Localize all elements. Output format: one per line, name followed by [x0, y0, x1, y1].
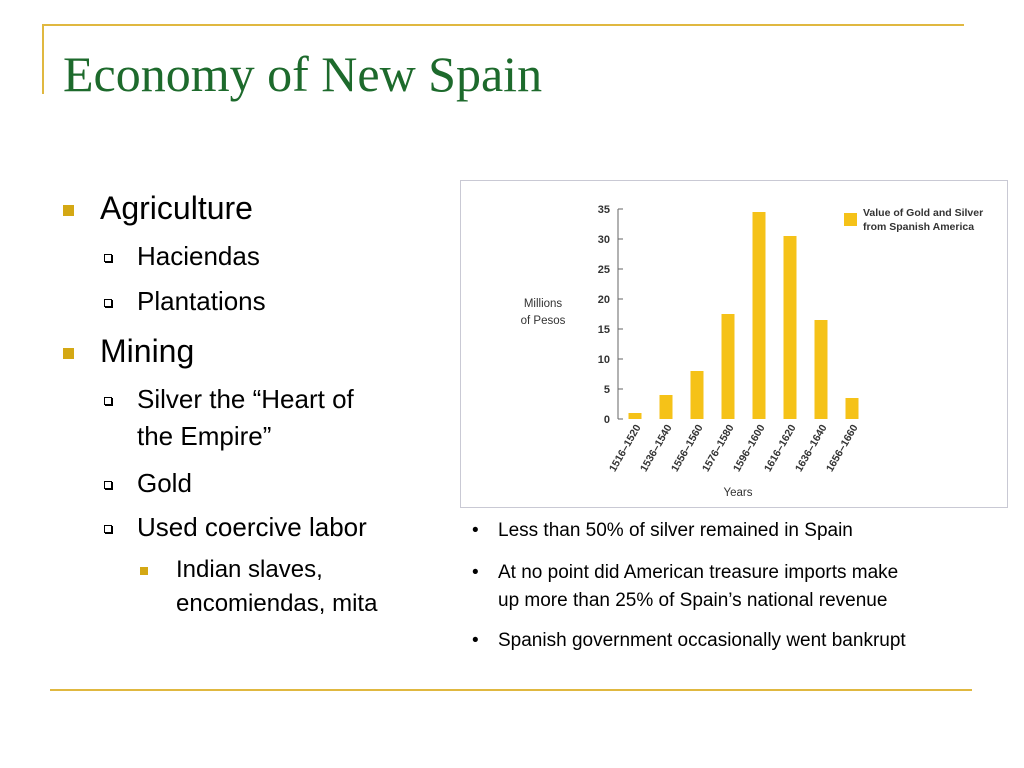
bullet-text: Mining	[100, 333, 195, 369]
square-bullet-icon	[140, 567, 148, 575]
bullet-dot-icon: •	[472, 630, 479, 651]
frame-bottom-rule	[50, 689, 972, 691]
subbullet-text: Used coercive labor	[137, 512, 367, 542]
bar-chart: 051015202530351516–15201536–15401556–156…	[521, 204, 984, 499]
subbullet-text: the Empire”	[137, 421, 272, 451]
y-tick-label: 0	[604, 414, 610, 426]
square-bullet-icon	[63, 348, 74, 359]
subsubbullet-text: encomiendas, mita	[176, 590, 378, 617]
note-text: up more than 25% of Spain’s national rev…	[498, 590, 888, 611]
note-text: Spanish government occasionally went ban…	[498, 630, 906, 651]
hollow-square-bullet-icon	[104, 254, 112, 262]
bullet-dot-icon: •	[472, 562, 479, 583]
subbullet-text: Silver the “Heart of	[137, 384, 354, 414]
hollow-square-bullet-icon	[104, 481, 112, 489]
hollow-square-bullet-icon	[104, 299, 112, 307]
legend-label: Value of Gold and Silver	[863, 207, 983, 219]
square-bullet-icon	[63, 205, 74, 216]
hollow-square-bullet-icon	[104, 397, 112, 405]
legend-label: from Spanish America	[863, 221, 974, 233]
bar	[845, 398, 859, 419]
bar	[628, 413, 642, 419]
x-tick-label: 1656–1660	[824, 422, 861, 474]
y-axis-title: of Pesos	[521, 315, 566, 327]
y-tick-label: 15	[598, 324, 610, 336]
bar	[814, 320, 828, 419]
bar	[690, 371, 704, 419]
y-tick-label: 5	[604, 384, 610, 396]
frame-left-rule	[42, 24, 44, 94]
note-text: Less than 50% of silver remained in Spai…	[498, 520, 853, 541]
y-tick-label: 25	[598, 264, 610, 276]
note-text: At no point did American treasure import…	[498, 562, 899, 583]
bar	[783, 236, 797, 419]
chart-panel: 0 5 10 15 20 25 30 35 1516–1520 1536–1540 1556–156…	[460, 180, 1008, 508]
y-tick-label: 10	[598, 354, 610, 366]
frame-top-rule	[42, 24, 964, 26]
subsubbullet-text: Indian slaves,	[176, 556, 323, 583]
y-tick-label: 35	[598, 204, 610, 216]
bar	[752, 212, 766, 419]
x-axis-title: Years	[724, 487, 753, 499]
bar	[659, 395, 673, 419]
bullet-text: Agriculture	[100, 190, 253, 226]
hollow-square-bullet-icon	[104, 525, 112, 533]
legend-swatch	[844, 213, 857, 226]
y-tick-label: 20	[598, 294, 610, 306]
bullet-dot-icon: •	[472, 520, 479, 541]
y-tick-label: 30	[598, 234, 610, 246]
subbullet-text: Haciendas	[137, 241, 260, 271]
slide-title: Economy of New Spain	[63, 46, 543, 102]
subbullet-text: Gold	[137, 468, 192, 498]
y-axis-title: Millions	[524, 298, 563, 310]
subbullet-text: Plantations	[137, 286, 266, 316]
bar	[721, 314, 735, 419]
